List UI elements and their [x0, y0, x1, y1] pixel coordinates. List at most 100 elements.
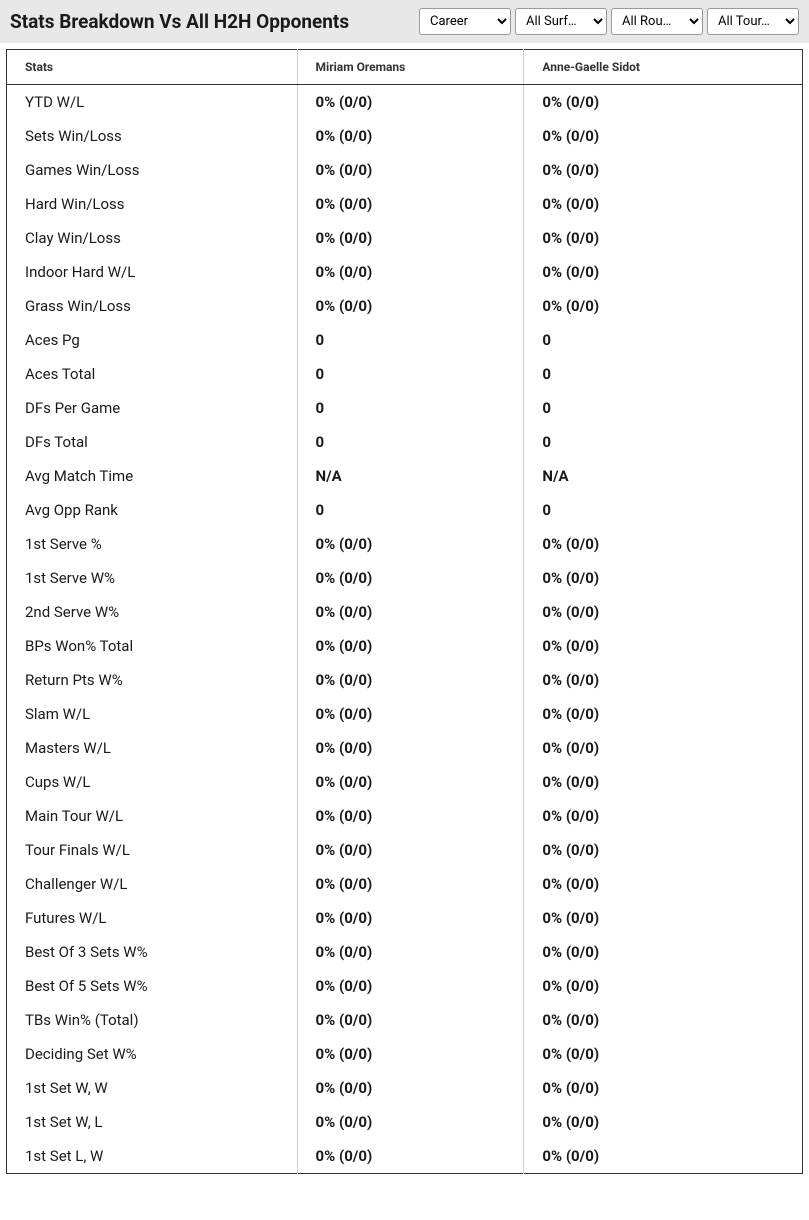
stat-label: 1st Set W, L	[7, 1105, 298, 1139]
stat-value-player1: 0% (0/0)	[297, 1003, 524, 1037]
table-container: Stats Miriam Oremans Anne-Gaelle Sidot Y…	[0, 43, 809, 1180]
stat-value-player1: 0% (0/0)	[297, 527, 524, 561]
stat-value-player1: 0% (0/0)	[297, 153, 524, 187]
stat-value-player1: 0% (0/0)	[297, 935, 524, 969]
stat-value-player2: 0% (0/0)	[524, 629, 803, 663]
table-row: 1st Set L, W0% (0/0)0% (0/0)	[7, 1139, 803, 1174]
stat-value-player2: 0% (0/0)	[524, 221, 803, 255]
stat-value-player2: 0% (0/0)	[524, 153, 803, 187]
stat-value-player2: 0% (0/0)	[524, 867, 803, 901]
stat-value-player2: 0% (0/0)	[524, 561, 803, 595]
stat-value-player1: 0	[297, 425, 524, 459]
stat-label: 2nd Serve W%	[7, 595, 298, 629]
filter-round-select[interactable]: All Rou…	[611, 8, 703, 35]
table-row: Cups W/L0% (0/0)0% (0/0)	[7, 765, 803, 799]
stat-value-player2: 0% (0/0)	[524, 663, 803, 697]
stat-label: Tour Finals W/L	[7, 833, 298, 867]
stat-value-player2: 0% (0/0)	[524, 289, 803, 323]
table-row: Clay Win/Loss0% (0/0)0% (0/0)	[7, 221, 803, 255]
stat-label: Avg Opp Rank	[7, 493, 298, 527]
stat-label: Aces Total	[7, 357, 298, 391]
stat-value-player1: 0% (0/0)	[297, 85, 524, 120]
table-row: Return Pts W%0% (0/0)0% (0/0)	[7, 663, 803, 697]
table-header-row: Stats Miriam Oremans Anne-Gaelle Sidot	[7, 50, 803, 85]
stat-value-player1: 0% (0/0)	[297, 187, 524, 221]
stat-value-player2: 0	[524, 391, 803, 425]
stat-value-player2: 0	[524, 425, 803, 459]
stat-label: Grass Win/Loss	[7, 289, 298, 323]
stat-value-player2: 0% (0/0)	[524, 799, 803, 833]
stat-label: Challenger W/L	[7, 867, 298, 901]
table-row: Hard Win/Loss0% (0/0)0% (0/0)	[7, 187, 803, 221]
stat-value-player1: 0% (0/0)	[297, 255, 524, 289]
table-row: TBs Win% (Total)0% (0/0)0% (0/0)	[7, 1003, 803, 1037]
table-row: 2nd Serve W%0% (0/0)0% (0/0)	[7, 595, 803, 629]
stat-value-player1: 0% (0/0)	[297, 833, 524, 867]
stat-value-player2: 0	[524, 493, 803, 527]
table-row: 1st Set W, W0% (0/0)0% (0/0)	[7, 1071, 803, 1105]
stat-value-player1: 0% (0/0)	[297, 221, 524, 255]
table-row: Avg Opp Rank00	[7, 493, 803, 527]
table-row: Aces Pg00	[7, 323, 803, 357]
table-row: Main Tour W/L0% (0/0)0% (0/0)	[7, 799, 803, 833]
stat-value-player1: 0% (0/0)	[297, 1071, 524, 1105]
stats-table: Stats Miriam Oremans Anne-Gaelle Sidot Y…	[6, 49, 803, 1174]
stat-value-player2: 0% (0/0)	[524, 527, 803, 561]
stat-value-player1: 0% (0/0)	[297, 697, 524, 731]
stat-label: Slam W/L	[7, 697, 298, 731]
stat-value-player2: 0% (0/0)	[524, 969, 803, 1003]
header-bar: Stats Breakdown Vs All H2H Opponents Car…	[0, 0, 809, 43]
stat-label: Best Of 3 Sets W%	[7, 935, 298, 969]
stat-value-player2: 0% (0/0)	[524, 85, 803, 120]
table-row: Deciding Set W%0% (0/0)0% (0/0)	[7, 1037, 803, 1071]
stat-label: DFs Per Game	[7, 391, 298, 425]
table-row: DFs Per Game00	[7, 391, 803, 425]
stat-value-player1: 0% (0/0)	[297, 1139, 524, 1174]
page-title: Stats Breakdown Vs All H2H Opponents	[10, 10, 349, 33]
table-row: Sets Win/Loss0% (0/0)0% (0/0)	[7, 119, 803, 153]
stat-value-player2: 0% (0/0)	[524, 595, 803, 629]
stat-label: 1st Set L, W	[7, 1139, 298, 1174]
stat-label: YTD W/L	[7, 85, 298, 120]
stat-label: DFs Total	[7, 425, 298, 459]
filter-surface-select[interactable]: All Surf…	[515, 8, 607, 35]
stat-value-player1: 0% (0/0)	[297, 969, 524, 1003]
stat-value-player2: 0% (0/0)	[524, 697, 803, 731]
table-row: Challenger W/L0% (0/0)0% (0/0)	[7, 867, 803, 901]
stat-label: Hard Win/Loss	[7, 187, 298, 221]
stat-value-player1: 0% (0/0)	[297, 1105, 524, 1139]
table-body: YTD W/L0% (0/0)0% (0/0)Sets Win/Loss0% (…	[7, 85, 803, 1174]
column-header-player1: Miriam Oremans	[297, 50, 524, 85]
table-row: Indoor Hard W/L0% (0/0)0% (0/0)	[7, 255, 803, 289]
table-row: YTD W/L0% (0/0)0% (0/0)	[7, 85, 803, 120]
stat-label: Aces Pg	[7, 323, 298, 357]
stat-value-player1: 0	[297, 323, 524, 357]
stat-label: 1st Serve W%	[7, 561, 298, 595]
stat-value-player2: 0% (0/0)	[524, 255, 803, 289]
stat-label: 1st Serve %	[7, 527, 298, 561]
stat-value-player1: 0% (0/0)	[297, 663, 524, 697]
stat-value-player2: 0% (0/0)	[524, 1071, 803, 1105]
stat-label: 1st Set W, W	[7, 1071, 298, 1105]
stat-value-player2: 0% (0/0)	[524, 119, 803, 153]
column-header-stats: Stats	[7, 50, 298, 85]
stat-value-player2: N/A	[524, 459, 803, 493]
stat-value-player1: N/A	[297, 459, 524, 493]
stat-value-player1: 0% (0/0)	[297, 1037, 524, 1071]
stat-value-player2: 0% (0/0)	[524, 935, 803, 969]
column-header-player2: Anne-Gaelle Sidot	[524, 50, 803, 85]
filter-career-select[interactable]: Career	[419, 8, 511, 35]
table-row: Aces Total00	[7, 357, 803, 391]
table-row: Best Of 3 Sets W%0% (0/0)0% (0/0)	[7, 935, 803, 969]
filter-tour-select[interactable]: All Tour…	[707, 8, 799, 35]
stat-value-player2: 0% (0/0)	[524, 1003, 803, 1037]
stat-value-player2: 0% (0/0)	[524, 187, 803, 221]
stat-value-player1: 0	[297, 357, 524, 391]
stat-value-player2: 0% (0/0)	[524, 901, 803, 935]
table-row: BPs Won% Total0% (0/0)0% (0/0)	[7, 629, 803, 663]
stat-value-player1: 0% (0/0)	[297, 731, 524, 765]
stat-label: Masters W/L	[7, 731, 298, 765]
stat-value-player2: 0% (0/0)	[524, 1037, 803, 1071]
table-row: Futures W/L0% (0/0)0% (0/0)	[7, 901, 803, 935]
stat-value-player1: 0% (0/0)	[297, 901, 524, 935]
